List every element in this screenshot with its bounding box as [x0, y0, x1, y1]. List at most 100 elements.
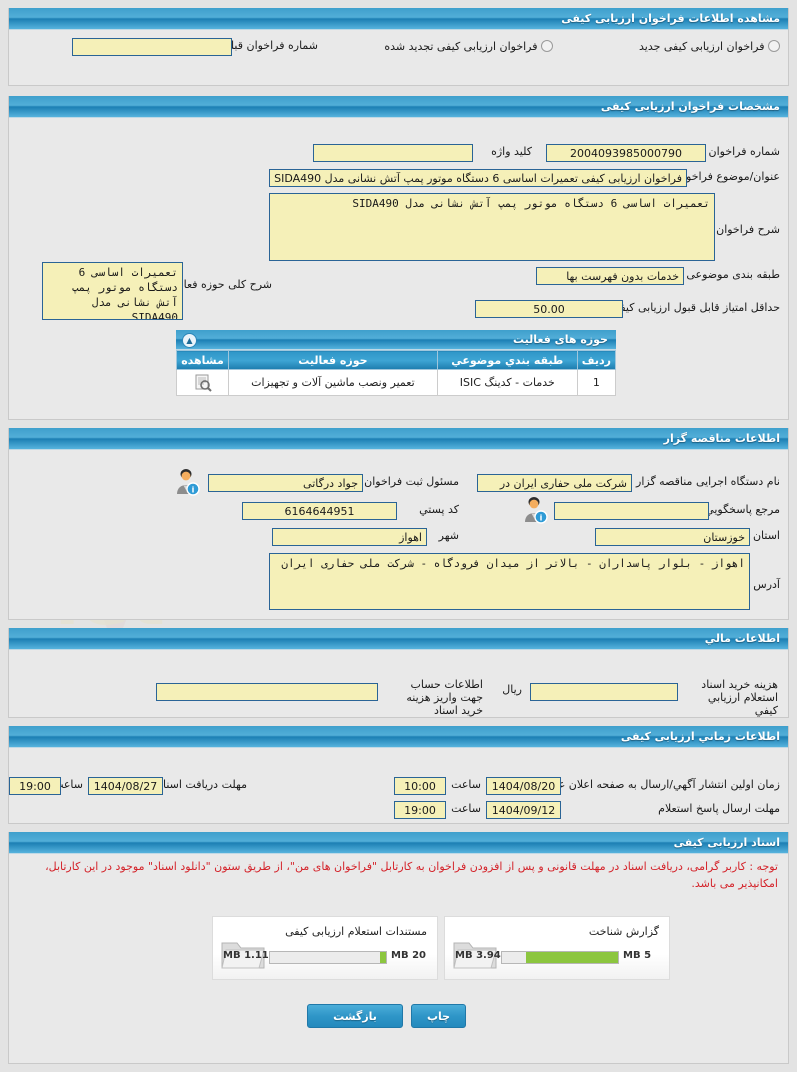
- publish-time-input[interactable]: [394, 777, 446, 795]
- page-title: مشاهده اطلاعات فراخوان ارزیابی کیفی: [561, 12, 780, 25]
- currency-label: ریال: [502, 683, 522, 696]
- city-label: شهر: [438, 529, 459, 542]
- activity-areas-block: حوزه های فعالیت ▲ ردیف طبقه بندي موضوعي …: [176, 330, 617, 396]
- keyword-input[interactable]: [313, 144, 473, 162]
- account-info-label: اطلاعات حساب جهت واریز هزینه خرید اسناد: [406, 678, 483, 717]
- organizer-section-title: اطلاعات مناقصه گزار: [663, 432, 780, 445]
- back-button[interactable]: بازگشت: [307, 1004, 403, 1028]
- tender-number-label: شماره فراخوان: [708, 145, 781, 158]
- file-card-qualification-docs-progress: [269, 951, 387, 964]
- doc-cost-input[interactable]: [530, 683, 678, 701]
- col-view: مشاهده: [176, 350, 229, 370]
- radio-new-label: فراخوان ارزیابی کیفی جدید: [638, 40, 765, 53]
- tender-description-textarea[interactable]: [269, 193, 715, 261]
- documents-title-bar: اسناد ارزیابی کیفی: [9, 832, 788, 854]
- activity-areas-header-row: ردیف طبقه بندي موضوعي حوزه فعالیت مشاهده: [176, 350, 617, 370]
- registrar-input[interactable]: [208, 474, 363, 492]
- timing-section-title: اطلاعات زماني ارزیابی کیفی: [620, 730, 780, 743]
- previous-tender-number-input[interactable]: [72, 38, 232, 56]
- publish-hour-label: ساعت: [451, 778, 481, 791]
- panel-specs: مشخصات فراخوان ارزیابی کیفی شماره فراخوا…: [8, 96, 789, 420]
- account-info-input[interactable]: [156, 683, 378, 701]
- registrar-avatar-icon: i: [174, 468, 200, 499]
- collapse-icon[interactable]: ▲: [182, 333, 197, 348]
- tender-title-input[interactable]: [269, 169, 687, 187]
- min-score-input[interactable]: [475, 300, 623, 318]
- panel-documents: اسناد ارزیابی کیفی توجه : کاربر گرامی، د…: [8, 832, 789, 1064]
- classification-label: طبقه بندی موضوعی: [686, 268, 780, 281]
- registrar-label: مسئول ثبت فراخوان: [364, 475, 459, 488]
- radio-new-icon[interactable]: [768, 40, 780, 52]
- postal-code-label: کد پستي: [419, 503, 459, 516]
- response-date-input[interactable]: [486, 801, 561, 819]
- province-input[interactable]: [595, 528, 750, 546]
- print-button[interactable]: چاپ: [411, 1004, 466, 1028]
- specs-title-bar: مشخصات فراخوان ارزیابی کیفی: [9, 96, 788, 118]
- address-label: آدرس: [753, 578, 780, 591]
- city-input[interactable]: [272, 528, 427, 546]
- file-card-qualification-docs[interactable]: مستندات استعلام ارزیابی کیفی 1.11 MB 20 …: [212, 916, 438, 980]
- agency-label: نام دستگاه اجرایی مناقصه گزار: [636, 475, 780, 488]
- file-card-report-progress: [501, 951, 619, 964]
- activity-areas-title-bar: حوزه های فعالیت ▲: [176, 330, 616, 350]
- timing-title-bar: اطلاعات زماني ارزیابی کیفی: [9, 726, 788, 748]
- contact-avatar-icon: i: [522, 496, 548, 527]
- panel-timing: اطلاعات زماني ارزیابی کیفی زمان اولین ان…: [8, 726, 789, 824]
- specs-section-title: مشخصات فراخوان ارزیابی کیفی: [600, 100, 780, 113]
- previous-tender-number-label: شماره فراخوان قبلی: [221, 39, 318, 52]
- table-row: 1 خدمات - کدینگ ISIC تعمیر ونصب ماشین آل…: [176, 369, 617, 396]
- financial-title-bar: اطلاعات مالي: [9, 628, 788, 650]
- view-document-icon[interactable]: [193, 373, 213, 393]
- file-card-report-title: گزارش شناخت: [588, 925, 659, 938]
- financial-section-title: اطلاعات مالي: [704, 632, 780, 645]
- response-label: مهلت ارسال پاسخ استعلام: [658, 802, 780, 815]
- col-area: حوزه فعالیت: [228, 350, 438, 370]
- file-card-report-progress-fill: [526, 952, 618, 963]
- doc-cost-label: هزینه خرید اسناد استعلام ارزیابي کیفي: [701, 678, 778, 717]
- file-card-qualification-docs-max: 20 MB: [391, 950, 426, 961]
- cell-classification: خدمات - کدینگ ISIC: [436, 369, 578, 396]
- publish-date-input[interactable]: [486, 777, 561, 795]
- documents-section-title: اسناد ارزیابی کیفی: [673, 836, 780, 849]
- panel-financial: اطلاعات مالي هزینه خرید اسناد استعلام ار…: [8, 628, 789, 718]
- contact-input[interactable]: [554, 502, 709, 520]
- svg-text:i: i: [192, 486, 195, 495]
- radio-new-tender[interactable]: فراخوان ارزیابی کیفی جدید: [639, 38, 780, 56]
- agency-input[interactable]: [477, 474, 632, 492]
- radio-renewed-icon[interactable]: [541, 40, 553, 52]
- province-label: استان: [752, 529, 780, 542]
- classification-input[interactable]: [536, 267, 684, 285]
- address-textarea[interactable]: [269, 553, 750, 610]
- postal-code-input[interactable]: [242, 502, 397, 520]
- radio-renewed-label: فراخوان ارزیابی کیفی تجدید شده: [384, 40, 538, 53]
- publish-label: زمان اولین انتشار آگهي/ارسال به صفحه اعل…: [531, 778, 780, 791]
- svg-text:i: i: [540, 514, 543, 523]
- response-time-input[interactable]: [394, 801, 446, 819]
- organizer-title-bar: اطلاعات مناقصه گزار: [9, 428, 788, 450]
- col-row: ردیف: [576, 350, 617, 370]
- receive-label: مهلت دریافت اسناد: [158, 778, 247, 791]
- activity-areas-table: ردیف طبقه بندي موضوعي حوزه فعالیت مشاهده…: [176, 350, 617, 396]
- panel-organizer: اطلاعات مناقصه گزار نام دستگاه اجرایی من…: [8, 428, 789, 620]
- cell-row: 1: [576, 369, 617, 396]
- panel-tender-type: مشاهده اطلاعات فراخوان ارزیابی کیفی فراخ…: [8, 8, 789, 86]
- folder-icon: [453, 942, 497, 969]
- radio-renewed-tender[interactable]: فراخوان ارزیابی کیفی تجدید شده: [384, 38, 553, 56]
- response-hour-label: ساعت: [451, 802, 481, 815]
- tender-title-label: عنوان/موضوع فراخوان: [674, 170, 780, 183]
- min-score-label: حداقل امتیاز قابل قبول ارزیابی کیفی: [611, 301, 780, 314]
- file-card-report[interactable]: گزارش شناخت 3.94 MB 5 MB: [444, 916, 670, 980]
- activity-areas-section-title: حوزه های فعالیت: [513, 333, 608, 346]
- col-classification: طبقه بندي موضوعي: [436, 350, 578, 370]
- activity-scope-textarea[interactable]: [42, 262, 183, 320]
- file-card-qualification-docs-title: مستندات استعلام ارزیابی کیفی: [285, 925, 427, 938]
- keyword-label: کلید واژه: [491, 145, 532, 158]
- receive-time-input[interactable]: [9, 777, 61, 795]
- tender-number-input[interactable]: [546, 144, 706, 162]
- tender-description-label: شرح فراخوان: [716, 223, 780, 236]
- file-card-qualification-docs-progress-fill: [379, 952, 386, 963]
- documents-notice: توجه : کاربر گرامی، دریافت اسناد در مهلت…: [45, 860, 778, 890]
- cell-view[interactable]: [176, 369, 229, 396]
- receive-date-input[interactable]: [88, 777, 163, 795]
